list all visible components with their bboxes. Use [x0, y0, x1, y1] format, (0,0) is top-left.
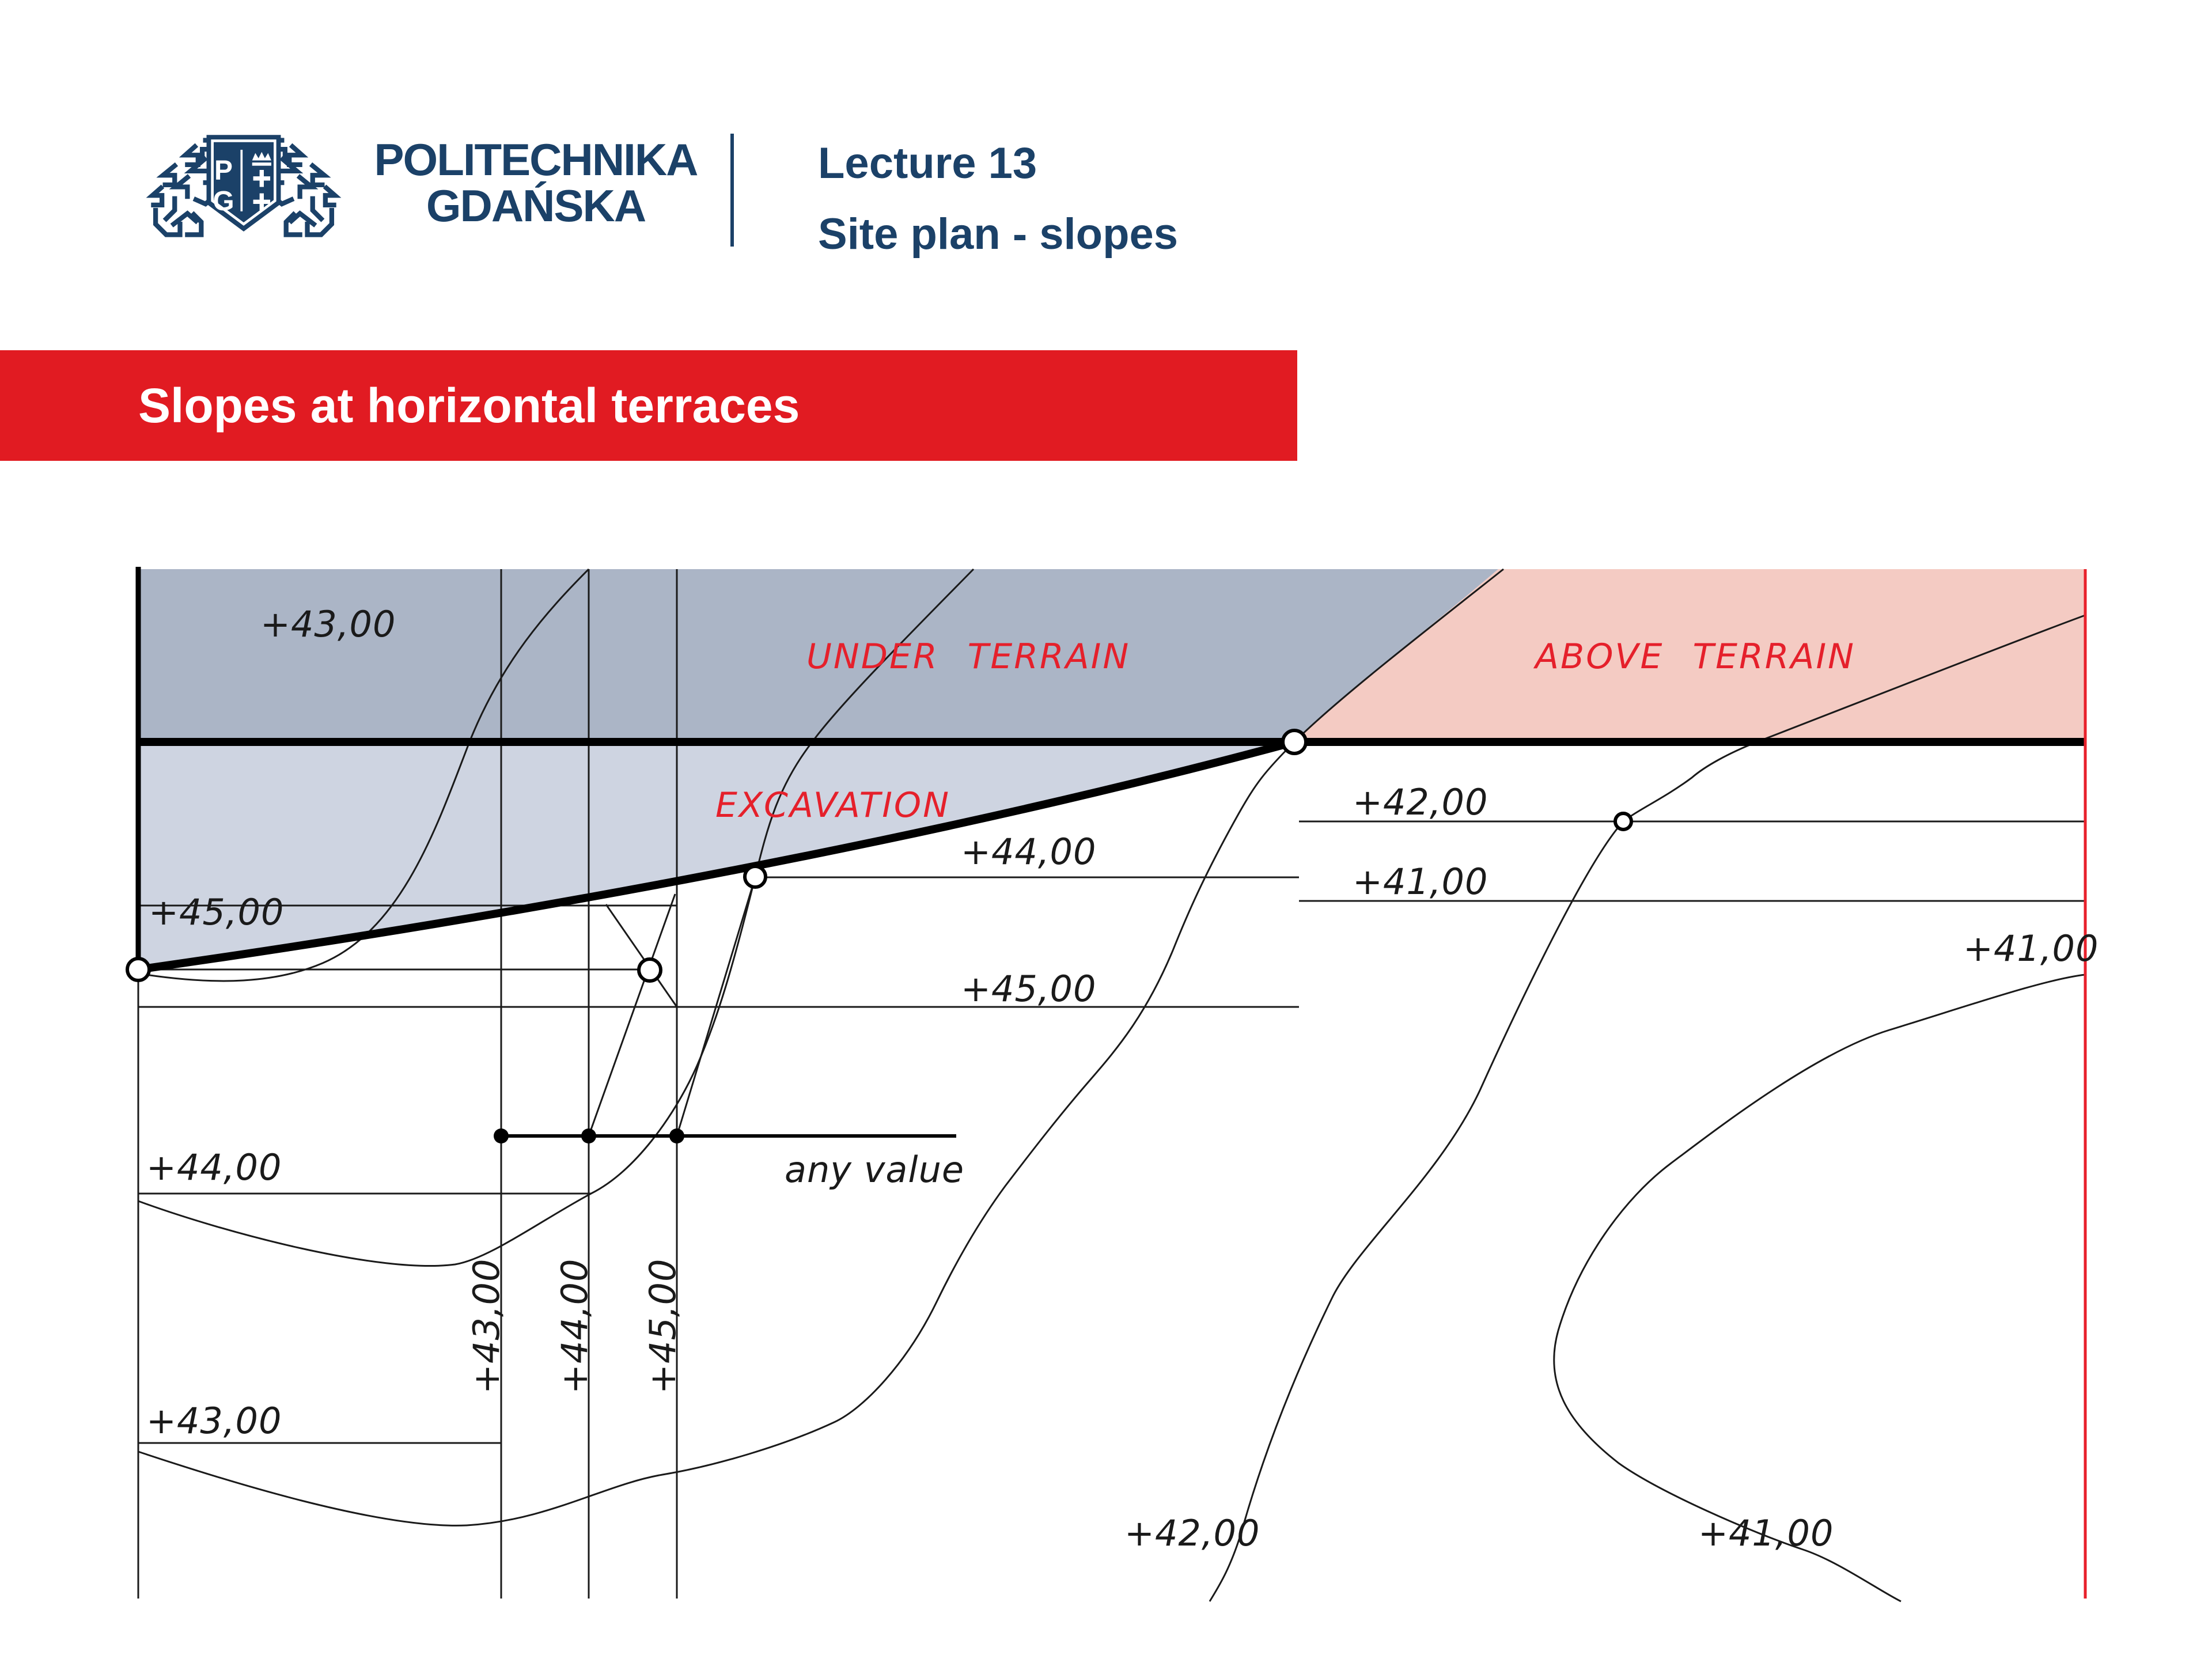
university-name-line1: POLITECHNIKA	[374, 134, 699, 185]
lecture-subtitle: Site plan - slopes	[818, 210, 1179, 259]
label-elev-45-left-upper: +45,00	[149, 891, 284, 933]
header-divider	[730, 134, 734, 247]
label-elev-42-right: +42,00	[1353, 781, 1488, 823]
slide-title: Slopes at horizontal terraces	[138, 378, 800, 433]
university-name-line2: GDAŃSKA	[426, 180, 646, 231]
label-elev-41-bottom: +41,00	[1698, 1512, 1834, 1554]
label-elev-44-mid: +44,00	[961, 831, 1096, 873]
terrace-slope-edge	[138, 738, 1296, 974]
contour-42	[1209, 614, 2086, 1602]
slope-projection-c	[605, 904, 678, 1007]
label-elev-44-left: +44,00	[146, 1146, 282, 1188]
logo-letter-g: G	[213, 186, 234, 217]
university-logo: P G	[146, 135, 342, 237]
node-construction	[637, 957, 662, 983]
slope-projection-b	[588, 893, 676, 1137]
node-zero-works	[1281, 729, 1308, 755]
label-elev-43-rotated: +43,00	[465, 1259, 507, 1394]
contour-45	[138, 568, 590, 982]
node-slope-toe	[126, 957, 151, 982]
label-elev-41-right: +41,00	[1353, 861, 1488, 903]
label-elev-43-top: +43,00	[260, 603, 396, 645]
label-elev-42-bottom: +42,00	[1124, 1512, 1260, 1554]
slide-title-banner: Slopes at horizontal terraces	[0, 350, 1297, 461]
node-contour44-on-slope	[743, 865, 767, 889]
label-elev-45-rotated: +45,00	[642, 1259, 684, 1394]
label-elev-45-mid: +45,00	[961, 968, 1096, 1010]
label-excavation: EXCAVATION	[715, 785, 950, 825]
slope-projection-a	[676, 877, 756, 1137]
zone-above-terrain	[1294, 569, 2085, 742]
zone-under-terrain	[138, 569, 1498, 742]
university-name: POLITECHNIKA GDAŃSKA	[372, 137, 700, 229]
dimension-point-3	[669, 1128, 684, 1143]
label-any-value: any value	[785, 1149, 964, 1191]
label-elev-43-left: +43,00	[146, 1400, 282, 1442]
node-contour42-on-line	[1613, 812, 1633, 831]
logo-letter-p: P	[214, 156, 233, 186]
label-elev-41-edge: +41,00	[1963, 927, 2099, 969]
dimension-point-2	[581, 1128, 596, 1143]
logo-gdansk-arms	[252, 151, 271, 211]
contour-43	[138, 568, 1504, 1527]
lecture-block: Lecture 13 Site plan - slopes	[818, 138, 1178, 259]
zone-excavation	[138, 742, 1294, 969]
contour-41	[1553, 974, 2086, 1603]
label-above-terrain: ABOVE TERRAIN	[1533, 637, 1855, 677]
label-under-terrain: UNDER TERRAIN	[806, 637, 1130, 677]
lecture-number: Lecture 13	[818, 139, 1037, 188]
label-elev-44-rotated: +44,00	[554, 1259, 596, 1394]
dimension-point-1	[494, 1128, 509, 1143]
